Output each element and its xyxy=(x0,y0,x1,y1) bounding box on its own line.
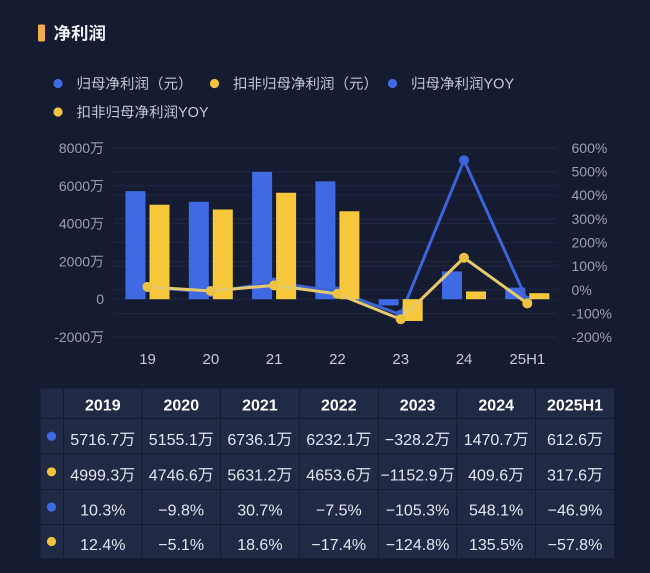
svg-text:30.7%: 30.7% xyxy=(237,503,282,520)
svg-text:−46.9%: −46.9% xyxy=(548,503,603,520)
svg-text:135.5%: 135.5% xyxy=(469,537,523,554)
svg-text:4999.3: 4999.3 xyxy=(70,467,119,484)
svg-text:-200%: -200% xyxy=(572,329,612,345)
svg-text:YOY: YOY xyxy=(484,77,515,93)
svg-text:400%: 400% xyxy=(572,187,608,203)
svg-text:−124.8%: −124.8% xyxy=(386,537,450,554)
svg-text:−7.5%: −7.5% xyxy=(316,503,362,520)
svg-text:612.6: 612.6 xyxy=(547,432,587,449)
svg-text:YOY: YOY xyxy=(178,105,209,121)
svg-text:548.1%: 548.1% xyxy=(469,503,523,520)
svg-text:19: 19 xyxy=(139,351,156,368)
svg-text:4653.6: 4653.6 xyxy=(306,467,355,484)
svg-text:2000: 2000 xyxy=(59,253,90,269)
svg-text:6736.1: 6736.1 xyxy=(227,432,276,449)
svg-text:21: 21 xyxy=(266,351,283,368)
svg-text:8000: 8000 xyxy=(59,140,90,156)
svg-text:6000: 6000 xyxy=(59,178,90,194)
svg-text:-100%: -100% xyxy=(572,305,612,321)
svg-text:12.4%: 12.4% xyxy=(80,537,125,554)
svg-text:5716.7: 5716.7 xyxy=(70,432,119,449)
svg-text:2023: 2023 xyxy=(400,398,436,415)
svg-text:2022: 2022 xyxy=(321,398,357,415)
svg-text:2021: 2021 xyxy=(242,398,278,415)
svg-text:0: 0 xyxy=(96,291,104,307)
svg-text:300%: 300% xyxy=(572,211,608,227)
svg-text:600%: 600% xyxy=(572,140,608,156)
svg-text:2025H1: 2025H1 xyxy=(547,398,603,415)
svg-text:−105.3%: −105.3% xyxy=(386,503,450,520)
svg-text:2024: 2024 xyxy=(478,398,514,415)
svg-text:317.6: 317.6 xyxy=(547,467,587,484)
svg-text:409.6: 409.6 xyxy=(468,467,508,484)
svg-text:20: 20 xyxy=(203,351,220,368)
svg-text:1470.7: 1470.7 xyxy=(464,432,513,449)
svg-text:24: 24 xyxy=(456,351,473,368)
svg-text:25H1: 25H1 xyxy=(509,351,545,368)
svg-text:23: 23 xyxy=(392,351,409,368)
svg-text:2020: 2020 xyxy=(164,398,200,415)
svg-text:6232.1: 6232.1 xyxy=(306,432,355,449)
svg-text:100%: 100% xyxy=(572,258,608,274)
svg-text:18.6%: 18.6% xyxy=(237,537,282,554)
svg-text:−1152.9: −1152.9 xyxy=(380,467,437,484)
svg-text:5155.1: 5155.1 xyxy=(149,432,198,449)
svg-text:200%: 200% xyxy=(572,235,608,251)
svg-text:10.3%: 10.3% xyxy=(80,503,125,520)
svg-text:−17.4%: −17.4% xyxy=(311,537,366,554)
svg-text:−57.8%: −57.8% xyxy=(548,537,603,554)
svg-text:-2000: -2000 xyxy=(54,329,90,345)
svg-text:22: 22 xyxy=(329,351,346,368)
svg-text:4000: 4000 xyxy=(59,216,90,232)
svg-text:5631.2: 5631.2 xyxy=(227,467,276,484)
svg-text:−328.2: −328.2 xyxy=(385,432,434,449)
svg-text:−9.8%: −9.8% xyxy=(158,503,204,520)
svg-text:4746.6: 4746.6 xyxy=(149,467,198,484)
svg-text:500%: 500% xyxy=(572,164,608,180)
svg-text:0%: 0% xyxy=(572,282,592,298)
svg-text:2019: 2019 xyxy=(85,398,121,415)
svg-text:−5.1%: −5.1% xyxy=(158,537,204,554)
